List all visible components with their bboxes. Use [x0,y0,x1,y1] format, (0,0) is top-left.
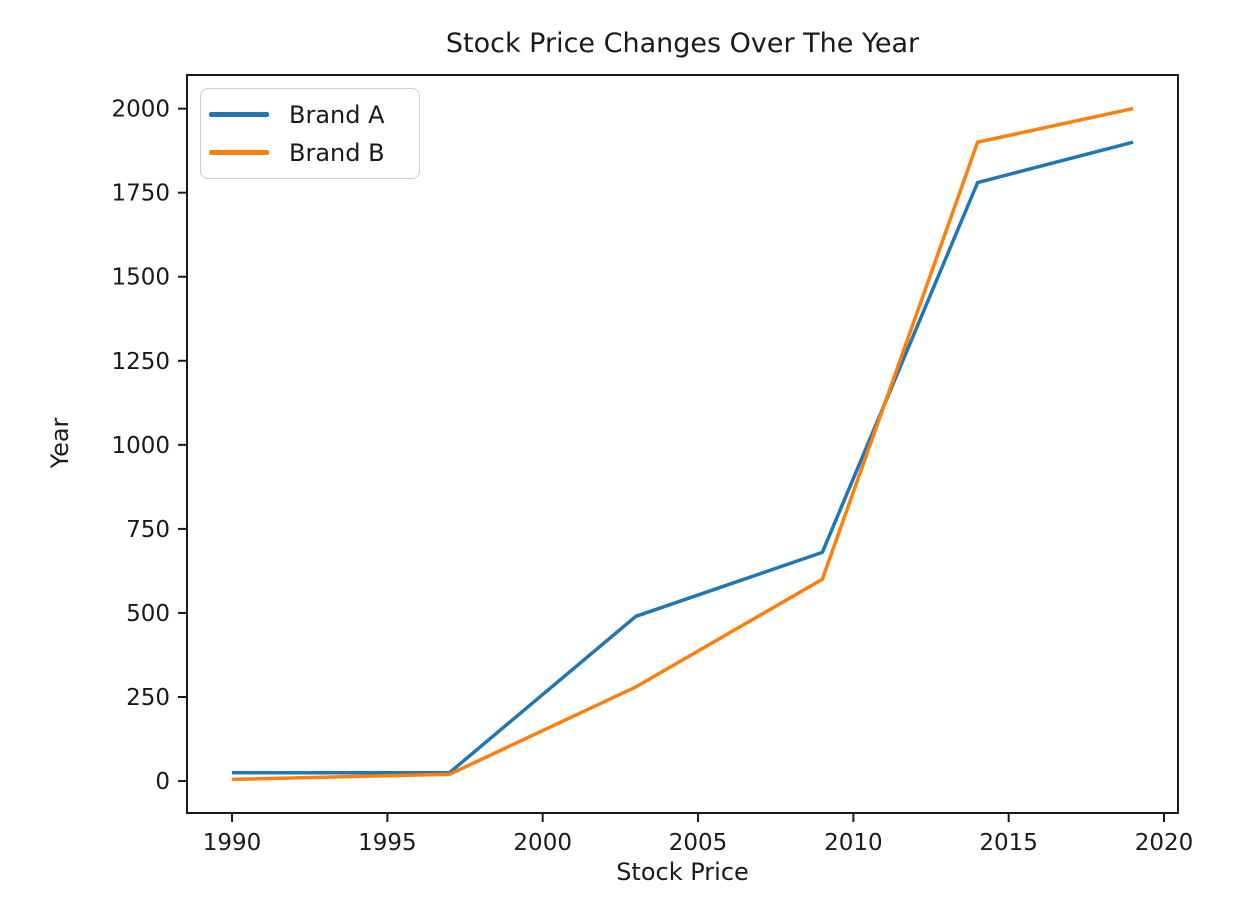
plot-spines [186,74,1179,814]
x-tick-label: 2015 [979,830,1038,856]
x-tick-label: 1990 [203,830,262,856]
x-tick-label: 2005 [669,830,728,856]
x-tick-label: 1995 [358,830,417,856]
y-tick-label: 2000 [111,97,170,123]
legend-line-sample-brand-a [209,112,269,117]
y-tick-label: 1250 [111,349,170,375]
series-line-brand-b [231,106,1134,782]
y-axis-label: Year [46,417,74,469]
x-tick-label: 2010 [824,830,883,856]
y-tick-label: 0 [155,769,170,795]
x-tick-label: 2000 [513,830,572,856]
x-axis-label: Stock Price [616,858,749,886]
legend-entry-brand-a: Brand A [209,101,407,129]
y-tick-label: 500 [126,601,170,627]
legend-line-sample-brand-b [209,150,269,155]
legend: Brand A Brand B [200,88,420,179]
legend-label-brand-b: Brand B [289,138,385,167]
y-tick-label: 250 [126,685,170,711]
y-tick-label: 1500 [111,265,170,291]
legend-entry-brand-b: Brand B [209,139,407,167]
legend-label-brand-a: Brand A [289,100,385,129]
y-tick-label: 1000 [111,433,170,459]
y-tick-label: 1750 [111,181,170,207]
x-tick-label: 2020 [1135,830,1194,856]
series-line-brand-a [232,140,1134,775]
chart-title: Stock Price Changes Over The Year [445,28,920,59]
y-tick-label: 750 [126,517,170,543]
